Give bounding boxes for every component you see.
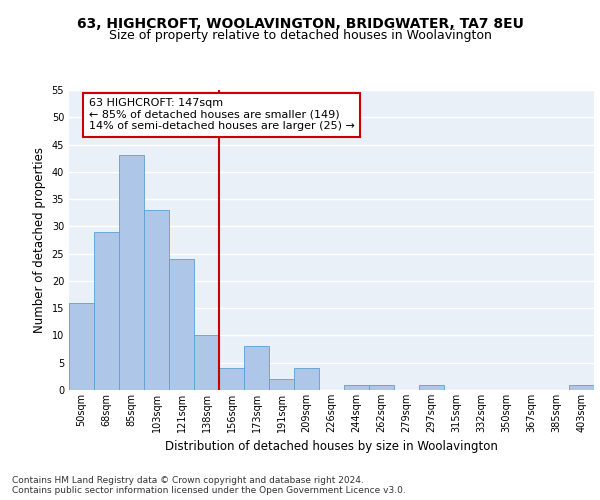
Bar <box>194 336 219 390</box>
Text: 63 HIGHCROFT: 147sqm
← 85% of detached houses are smaller (149)
14% of semi-deta: 63 HIGHCROFT: 147sqm ← 85% of detached h… <box>89 98 355 132</box>
Bar <box>269 379 294 390</box>
X-axis label: Distribution of detached houses by size in Woolavington: Distribution of detached houses by size … <box>165 440 498 454</box>
Bar <box>569 384 594 390</box>
Text: Size of property relative to detached houses in Woolavington: Size of property relative to detached ho… <box>109 29 491 42</box>
Bar <box>244 346 269 390</box>
Bar <box>69 302 94 390</box>
Bar <box>419 384 444 390</box>
Bar <box>369 384 394 390</box>
Bar <box>344 384 369 390</box>
Bar <box>219 368 244 390</box>
Text: 63, HIGHCROFT, WOOLAVINGTON, BRIDGWATER, TA7 8EU: 63, HIGHCROFT, WOOLAVINGTON, BRIDGWATER,… <box>77 18 523 32</box>
Text: Contains public sector information licensed under the Open Government Licence v3: Contains public sector information licen… <box>12 486 406 495</box>
Bar <box>144 210 169 390</box>
Text: Contains HM Land Registry data © Crown copyright and database right 2024.: Contains HM Land Registry data © Crown c… <box>12 476 364 485</box>
Y-axis label: Number of detached properties: Number of detached properties <box>33 147 46 333</box>
Bar <box>94 232 119 390</box>
Bar <box>119 156 144 390</box>
Bar <box>169 259 194 390</box>
Bar <box>294 368 319 390</box>
